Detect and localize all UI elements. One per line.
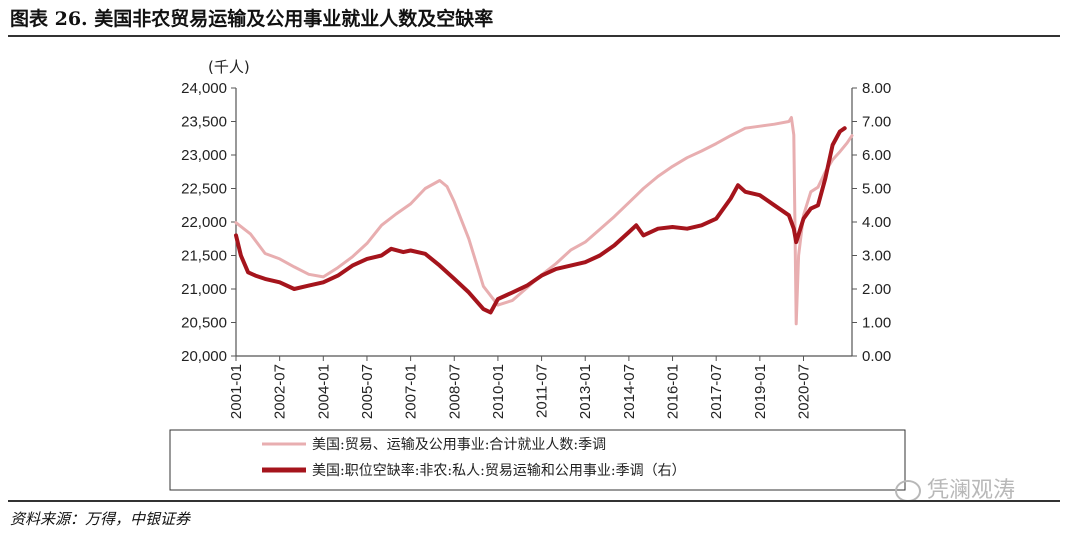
right-axis-ticks: 0.00 1.00 2.00 3.00 4.00 5.00 6.00 7.00 8.00 <box>852 80 891 365</box>
x-tick-label: 2011-07 <box>534 364 551 418</box>
right-tick-label: 5.00 <box>862 181 891 198</box>
legend-label-employment: 美国:贸易、运输及公用事业:合计就业人数:季调 <box>312 437 606 453</box>
x-tick-label: 2007-01 <box>403 364 420 419</box>
left-axis-ticks: 20,000 20,500 21,000 21,500 22,000 22,500 23,0… <box>181 80 236 365</box>
bottom-rule <box>8 500 1060 502</box>
x-tick-label: 2005-07 <box>359 364 376 419</box>
right-tick-label: 3.00 <box>862 248 891 265</box>
series-line-vacancy-rate <box>234 126 847 315</box>
x-tick-label: 2013-01 <box>577 364 594 419</box>
left-tick-label: 21,000 <box>181 281 227 298</box>
right-tick-label: 8.00 <box>862 80 891 97</box>
page-title: 图表 26. 美国非农贸易运输及公用事业就业人数及空缺率 <box>10 8 494 30</box>
legend-label-vacancy: 美国:职位空缺率:非农:私人:贸易运输和公用事业:季调（右） <box>312 462 686 479</box>
x-tick-label: 2016-01 <box>665 364 682 419</box>
right-tick-label: 4.00 <box>862 214 891 231</box>
legend: 美国:贸易、运输及公用事业:合计就业人数:季调 美国:职位空缺率:非农:私人:贸… <box>169 429 906 491</box>
left-tick-label: 23,000 <box>181 147 227 164</box>
left-axis-unit: (千人) <box>208 58 250 76</box>
legend-box <box>169 429 906 491</box>
source-note: 资料来源：万得，中银证券 <box>10 510 191 528</box>
plot-frame <box>235 88 853 357</box>
x-tick-label: 2010-01 <box>490 364 507 419</box>
series-line-employment <box>234 116 854 326</box>
left-tick-label: 22,500 <box>181 181 227 198</box>
top-rule <box>8 35 1060 37</box>
left-tick-label: 21,500 <box>181 248 227 265</box>
x-tick-label: 2004-01 <box>315 364 332 419</box>
x-tick-label: 2001-01 <box>228 364 245 419</box>
left-tick-label: 23,500 <box>181 114 227 131</box>
x-tick-label: 2008-07 <box>446 364 463 419</box>
x-tick-label: 2014-07 <box>621 364 638 419</box>
watermark-text: 凭澜观涛 <box>927 478 1016 503</box>
right-tick-label: 1.00 <box>862 315 891 332</box>
x-tick-label: 2017-07 <box>708 364 725 419</box>
x-tick-label: 2019-01 <box>752 364 769 419</box>
x-tick-label: 2020-07 <box>795 364 812 419</box>
left-tick-label: 20,000 <box>181 348 227 365</box>
wechat-icon <box>895 480 921 502</box>
x-axis-ticks: 2001-01 2002-07 2004-01 2005-07 2007-01 2008-… <box>228 356 812 419</box>
right-tick-label: 2.00 <box>862 281 891 298</box>
right-tick-label: 6.00 <box>862 147 891 164</box>
right-tick-label: 0.00 <box>862 348 891 365</box>
left-tick-label: 22,000 <box>181 214 227 231</box>
right-tick-label: 7.00 <box>862 114 891 131</box>
left-tick-label: 20,500 <box>181 315 227 332</box>
x-tick-label: 2002-07 <box>272 364 289 419</box>
left-tick-label: 24,000 <box>181 80 227 97</box>
series-layer <box>234 116 854 326</box>
